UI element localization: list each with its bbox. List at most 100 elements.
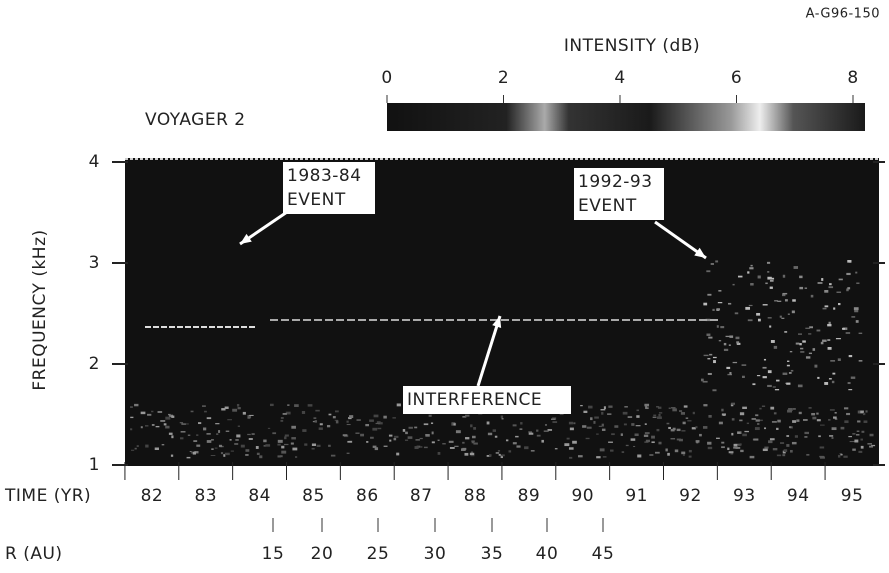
texture-dot	[226, 431, 230, 432]
texture-dot	[865, 410, 867, 412]
texture-dot	[850, 441, 855, 442]
texture-dot	[764, 447, 768, 449]
texture-dot	[357, 419, 361, 420]
texture-dot	[840, 453, 843, 454]
texture-dot	[796, 343, 800, 345]
texture-dot	[681, 430, 685, 431]
texture-dot	[752, 383, 755, 385]
texture-dot	[783, 275, 785, 278]
texture-dot	[346, 421, 348, 423]
texture-dot	[646, 440, 650, 442]
texture-dot	[524, 446, 528, 449]
texture-dot	[821, 278, 823, 281]
texture-dot	[758, 319, 761, 322]
texture-dot	[742, 407, 747, 409]
texture-dot	[828, 286, 833, 288]
texture-dot	[796, 419, 799, 421]
texture-dot	[786, 383, 790, 385]
texture-dot	[830, 360, 835, 362]
texture-dot	[493, 429, 496, 432]
texture-dot	[315, 410, 319, 412]
texture-dot	[864, 420, 868, 423]
texture-dot	[249, 415, 253, 416]
texture-dot	[594, 417, 599, 419]
annotation-text: EVENT	[578, 196, 637, 216]
texture-dot	[728, 303, 731, 305]
texture-dot	[637, 454, 641, 457]
texture-dot	[513, 442, 517, 444]
texture-dot	[846, 332, 851, 333]
texture-dot	[506, 439, 508, 441]
texture-dot	[188, 435, 190, 436]
texture-dot	[668, 427, 671, 429]
texture-dot	[808, 333, 811, 334]
texture-dot	[465, 437, 469, 439]
texture-dot	[833, 307, 835, 309]
r-tick-label: 40	[536, 544, 559, 564]
texture-dot	[759, 408, 761, 410]
y-tick-label: 4	[89, 152, 100, 172]
texture-dot	[259, 455, 262, 458]
texture-dot	[431, 422, 433, 424]
texture-dot	[644, 404, 649, 407]
texture-dot	[573, 422, 575, 424]
texture-dot	[721, 442, 724, 444]
texture-dot	[706, 334, 710, 336]
texture-dot	[520, 422, 522, 424]
texture-dot	[601, 412, 603, 415]
texture-dot	[784, 449, 787, 452]
texture-dot	[408, 436, 413, 439]
texture-dot	[792, 299, 796, 301]
texture-dot	[755, 414, 758, 416]
texture-dot	[137, 445, 139, 447]
texture-dot	[804, 436, 807, 437]
texture-dot	[473, 427, 476, 430]
texture-dot	[329, 414, 332, 416]
texture-dot	[804, 432, 809, 434]
texture-dot	[280, 420, 283, 422]
texture-dot	[461, 448, 466, 451]
texture-dot	[317, 445, 321, 447]
texture-dot	[578, 455, 583, 457]
texture-dot	[792, 442, 797, 444]
texture-dot	[768, 370, 772, 373]
texture-dot	[516, 445, 520, 447]
texture-dot	[624, 423, 627, 425]
texture-dot	[370, 437, 374, 439]
texture-dot	[679, 410, 682, 412]
texture-dot	[156, 426, 160, 427]
texture-dot	[601, 409, 606, 410]
texture-dot	[844, 407, 848, 409]
texture-dot	[783, 293, 787, 294]
texture-dot	[438, 440, 440, 441]
texture-dot	[752, 419, 757, 420]
texture-dot	[347, 453, 350, 454]
texture-dot	[799, 412, 802, 414]
texture-dot	[649, 454, 653, 456]
texture-dot	[763, 367, 767, 369]
r-tick-label: 30	[424, 544, 447, 564]
texture-dot	[181, 431, 186, 432]
x-tick-label: 93	[733, 486, 756, 506]
texture-dot	[470, 424, 472, 427]
texture-dot	[165, 426, 169, 429]
texture-dot	[257, 453, 260, 455]
texture-dot	[374, 415, 379, 418]
texture-dot	[135, 448, 137, 450]
texture-dot	[397, 403, 401, 406]
texture-dot	[614, 425, 618, 428]
texture-dot	[656, 429, 659, 431]
texture-dot	[394, 436, 398, 438]
texture-dot	[586, 438, 590, 439]
texture-dot	[748, 319, 753, 321]
texture-dot	[537, 435, 541, 437]
texture-dot	[623, 412, 628, 415]
texture-dot	[774, 346, 777, 349]
texture-dot	[608, 442, 613, 443]
texture-dot	[268, 428, 270, 429]
annotation-text: EVENT	[287, 190, 346, 210]
texture-dot	[851, 316, 855, 318]
texture-dot	[501, 416, 503, 419]
texture-dot	[596, 456, 600, 458]
texture-dot	[740, 412, 744, 415]
